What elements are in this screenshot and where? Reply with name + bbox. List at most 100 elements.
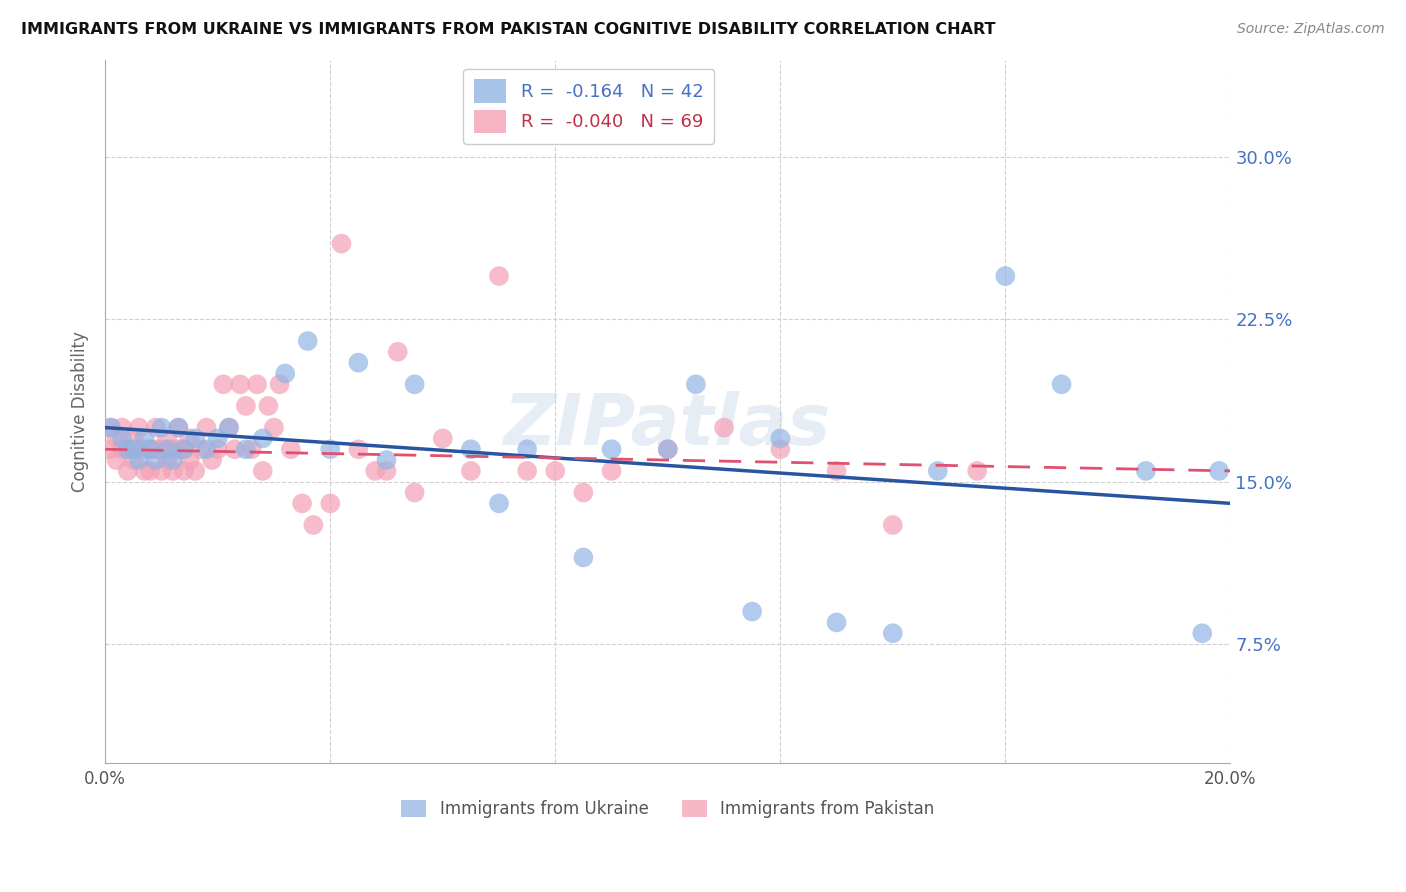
Point <box>387 344 409 359</box>
Point <box>105 432 128 446</box>
Point <box>224 442 246 457</box>
Point <box>488 268 510 283</box>
Point <box>162 453 184 467</box>
Point <box>134 464 156 478</box>
Point <box>269 377 291 392</box>
Point <box>145 420 167 434</box>
Point <box>404 377 426 392</box>
Legend: Immigrants from Ukraine, Immigrants from Pakistan: Immigrants from Ukraine, Immigrants from… <box>395 794 941 825</box>
Point <box>117 464 139 478</box>
Point <box>364 464 387 478</box>
Point <box>184 464 207 478</box>
Point <box>375 464 398 478</box>
Point <box>167 420 190 434</box>
Point <box>111 442 134 457</box>
Point <box>156 442 179 457</box>
Point <box>544 464 567 478</box>
Point <box>150 464 173 478</box>
Point <box>201 453 224 467</box>
Point <box>516 442 538 457</box>
Point <box>100 420 122 434</box>
Point <box>117 442 139 457</box>
Point <box>150 442 173 457</box>
Point <box>195 442 218 457</box>
Point <box>291 496 314 510</box>
Point <box>713 420 735 434</box>
Point <box>100 420 122 434</box>
Point <box>600 442 623 457</box>
Point <box>122 432 145 446</box>
Point <box>122 453 145 467</box>
Point <box>297 334 319 348</box>
Point <box>460 442 482 457</box>
Point <box>179 453 201 467</box>
Point <box>1135 464 1157 478</box>
Point <box>179 432 201 446</box>
Text: IMMIGRANTS FROM UKRAINE VS IMMIGRANTS FROM PAKISTAN COGNITIVE DISABILITY CORRELA: IMMIGRANTS FROM UKRAINE VS IMMIGRANTS FR… <box>21 22 995 37</box>
Point <box>207 432 229 446</box>
Point <box>927 464 949 478</box>
Point <box>111 432 134 446</box>
Point <box>145 453 167 467</box>
Point <box>263 420 285 434</box>
Point <box>1208 464 1230 478</box>
Point <box>252 464 274 478</box>
Point <box>162 442 184 457</box>
Point <box>150 420 173 434</box>
Point <box>994 268 1017 283</box>
Point <box>257 399 280 413</box>
Point <box>330 236 353 251</box>
Point <box>229 377 252 392</box>
Point <box>235 399 257 413</box>
Point <box>319 496 342 510</box>
Point <box>134 432 156 446</box>
Point <box>167 420 190 434</box>
Point <box>173 442 195 457</box>
Point <box>240 442 263 457</box>
Point <box>207 442 229 457</box>
Point <box>600 464 623 478</box>
Point <box>105 453 128 467</box>
Point <box>128 442 150 457</box>
Point <box>252 432 274 446</box>
Point <box>825 615 848 630</box>
Point <box>122 442 145 457</box>
Point <box>769 442 792 457</box>
Point <box>212 377 235 392</box>
Point <box>966 464 988 478</box>
Point <box>134 442 156 457</box>
Point <box>404 485 426 500</box>
Point <box>741 605 763 619</box>
Point <box>117 442 139 457</box>
Point <box>100 442 122 457</box>
Point <box>347 356 370 370</box>
Point <box>572 550 595 565</box>
Text: ZIPatlas: ZIPatlas <box>505 391 831 460</box>
Point <box>195 420 218 434</box>
Point <box>657 442 679 457</box>
Point <box>657 442 679 457</box>
Point <box>218 420 240 434</box>
Point <box>173 442 195 457</box>
Point <box>825 464 848 478</box>
Point <box>685 377 707 392</box>
Point <box>162 464 184 478</box>
Point <box>280 442 302 457</box>
Point <box>235 442 257 457</box>
Point <box>882 626 904 640</box>
Text: Source: ZipAtlas.com: Source: ZipAtlas.com <box>1237 22 1385 37</box>
Point <box>184 432 207 446</box>
Point <box>145 442 167 457</box>
Point <box>572 485 595 500</box>
Point <box>139 442 162 457</box>
Point <box>460 464 482 478</box>
Point <box>516 464 538 478</box>
Point <box>218 420 240 434</box>
Point <box>111 420 134 434</box>
Point <box>139 442 162 457</box>
Point <box>167 442 190 457</box>
Point <box>769 432 792 446</box>
Point <box>139 464 162 478</box>
Point <box>1191 626 1213 640</box>
Point <box>156 453 179 467</box>
